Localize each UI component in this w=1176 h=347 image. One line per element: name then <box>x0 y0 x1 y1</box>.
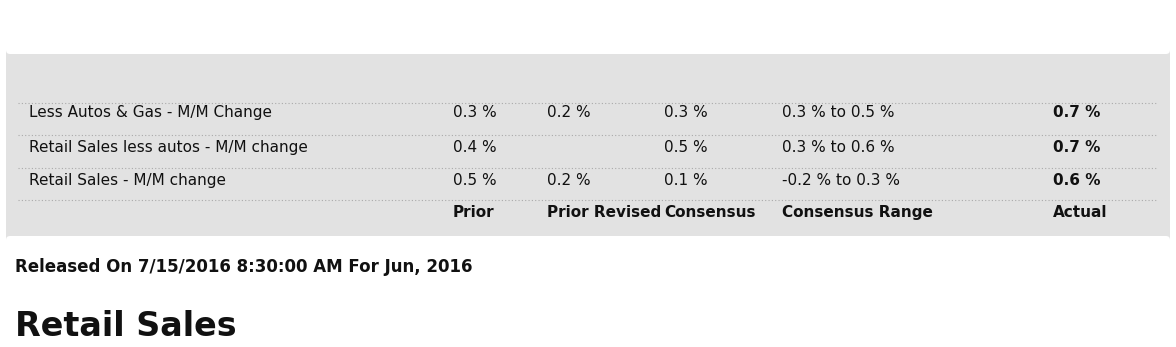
Text: Prior Revised: Prior Revised <box>547 204 661 220</box>
Text: Consensus Range: Consensus Range <box>782 204 933 220</box>
Text: Consensus: Consensus <box>664 204 756 220</box>
Text: -0.2 % to 0.3 %: -0.2 % to 0.3 % <box>782 172 900 187</box>
Text: 0.3 % to 0.5 %: 0.3 % to 0.5 % <box>782 104 895 119</box>
Text: 0.3 %: 0.3 % <box>664 104 708 119</box>
Text: 0.3 % to 0.6 %: 0.3 % to 0.6 % <box>782 139 895 154</box>
Text: Released On 7/15/2016 8:30:00 AM For Jun, 2016: Released On 7/15/2016 8:30:00 AM For Jun… <box>15 258 473 276</box>
Text: 0.5 %: 0.5 % <box>453 172 496 187</box>
Text: 0.4 %: 0.4 % <box>453 139 496 154</box>
Text: Retail Sales less autos - M/M change: Retail Sales less autos - M/M change <box>29 139 308 154</box>
Text: Prior: Prior <box>453 204 494 220</box>
Text: 0.3 %: 0.3 % <box>453 104 496 119</box>
FancyBboxPatch shape <box>6 50 1170 240</box>
Text: 0.5 %: 0.5 % <box>664 139 708 154</box>
Text: 0.6 %: 0.6 % <box>1053 172 1100 187</box>
Text: 0.7 %: 0.7 % <box>1053 104 1100 119</box>
Text: Actual: Actual <box>1053 204 1107 220</box>
Text: 0.2 %: 0.2 % <box>547 172 590 187</box>
Text: 0.7 %: 0.7 % <box>1053 139 1100 154</box>
Text: Retail Sales - M/M change: Retail Sales - M/M change <box>29 172 227 187</box>
Text: Retail Sales: Retail Sales <box>15 310 236 343</box>
Text: 0.2 %: 0.2 % <box>547 104 590 119</box>
Text: 0.1 %: 0.1 % <box>664 172 708 187</box>
Text: Less Autos & Gas - M/M Change: Less Autos & Gas - M/M Change <box>29 104 273 119</box>
